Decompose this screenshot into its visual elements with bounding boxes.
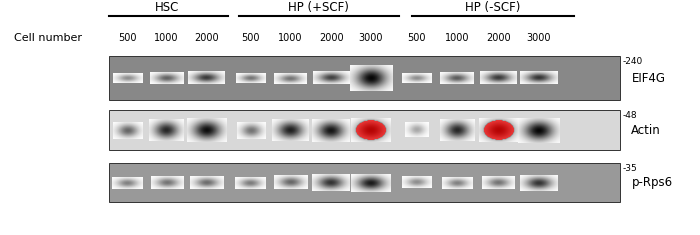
FancyBboxPatch shape [108,56,620,100]
Text: 2000: 2000 [194,33,219,43]
Text: 3000: 3000 [526,33,552,43]
Text: HP (-SCF): HP (-SCF) [465,1,521,14]
Text: 1000: 1000 [154,33,179,43]
Text: HP (+SCF): HP (+SCF) [288,1,349,14]
Text: -240: -240 [623,57,643,66]
Text: Cell number: Cell number [13,33,82,43]
Text: HSC: HSC [155,1,178,14]
Text: 1000: 1000 [279,33,302,43]
Text: p-Rps6: p-Rps6 [631,176,673,189]
FancyBboxPatch shape [108,163,620,202]
Text: -35: -35 [623,164,638,172]
Text: 2000: 2000 [318,33,344,43]
Text: Actin: Actin [631,124,661,137]
Text: 500: 500 [118,33,136,43]
Text: 500: 500 [407,33,426,43]
FancyBboxPatch shape [108,110,620,150]
Text: EIF4G: EIF4G [631,72,666,85]
Text: 3000: 3000 [358,33,384,43]
Text: 1000: 1000 [445,33,469,43]
Text: 2000: 2000 [486,33,511,43]
Text: 500: 500 [241,33,260,43]
Text: -48: -48 [623,111,638,120]
